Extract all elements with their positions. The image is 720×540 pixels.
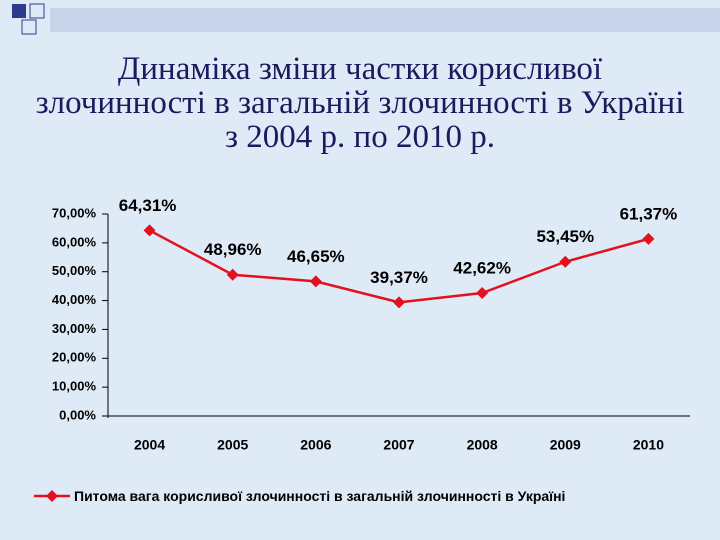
legend-swatch [34, 490, 70, 502]
point [226, 268, 239, 281]
x-tick-label: 2008 [467, 437, 498, 453]
x-tick-label: 2009 [550, 437, 581, 453]
decor-bar [50, 8, 720, 32]
x-tick-label: 2010 [633, 437, 664, 453]
chart-title: Динаміка зміни частки корисливої злочинн… [35, 51, 685, 155]
point [309, 275, 322, 288]
y-tick-label: 50,00% [52, 263, 97, 278]
data-label: 46,65% [287, 247, 345, 266]
point [559, 255, 572, 268]
legend: Питома вага корисливої злочинності в заг… [28, 486, 688, 506]
point [393, 296, 405, 309]
data-label: 64,31% [119, 196, 177, 215]
data-label: 39,37% [370, 268, 428, 287]
y-tick-label: 10,00% [52, 379, 97, 394]
y-tick-label: 40,00% [52, 292, 97, 307]
data-label: 53,45% [536, 227, 594, 246]
data-label: 48,96% [204, 240, 262, 259]
decor [21, 19, 37, 35]
x-tick-label: 2004 [134, 437, 165, 453]
data-label: 61,37% [620, 204, 678, 223]
decor [12, 4, 26, 18]
x-tick-label: 2007 [383, 437, 414, 453]
point [476, 287, 489, 300]
y-tick-label: 0,00% [59, 407, 96, 422]
y-tick-label: 30,00% [52, 321, 97, 336]
x-tick-label: 2005 [217, 437, 248, 453]
x-tick-label: 2006 [300, 437, 331, 453]
decor [29, 3, 45, 19]
data-label: 42,62% [453, 258, 511, 277]
point [642, 232, 655, 245]
y-tick-label: 20,00% [52, 350, 97, 365]
legend-marker [46, 490, 58, 502]
y-tick-label: 70,00% [52, 205, 97, 220]
point [143, 224, 156, 237]
legend-label: Питома вага корисливої злочинності в заг… [74, 488, 566, 504]
y-tick-label: 60,00% [52, 234, 97, 249]
